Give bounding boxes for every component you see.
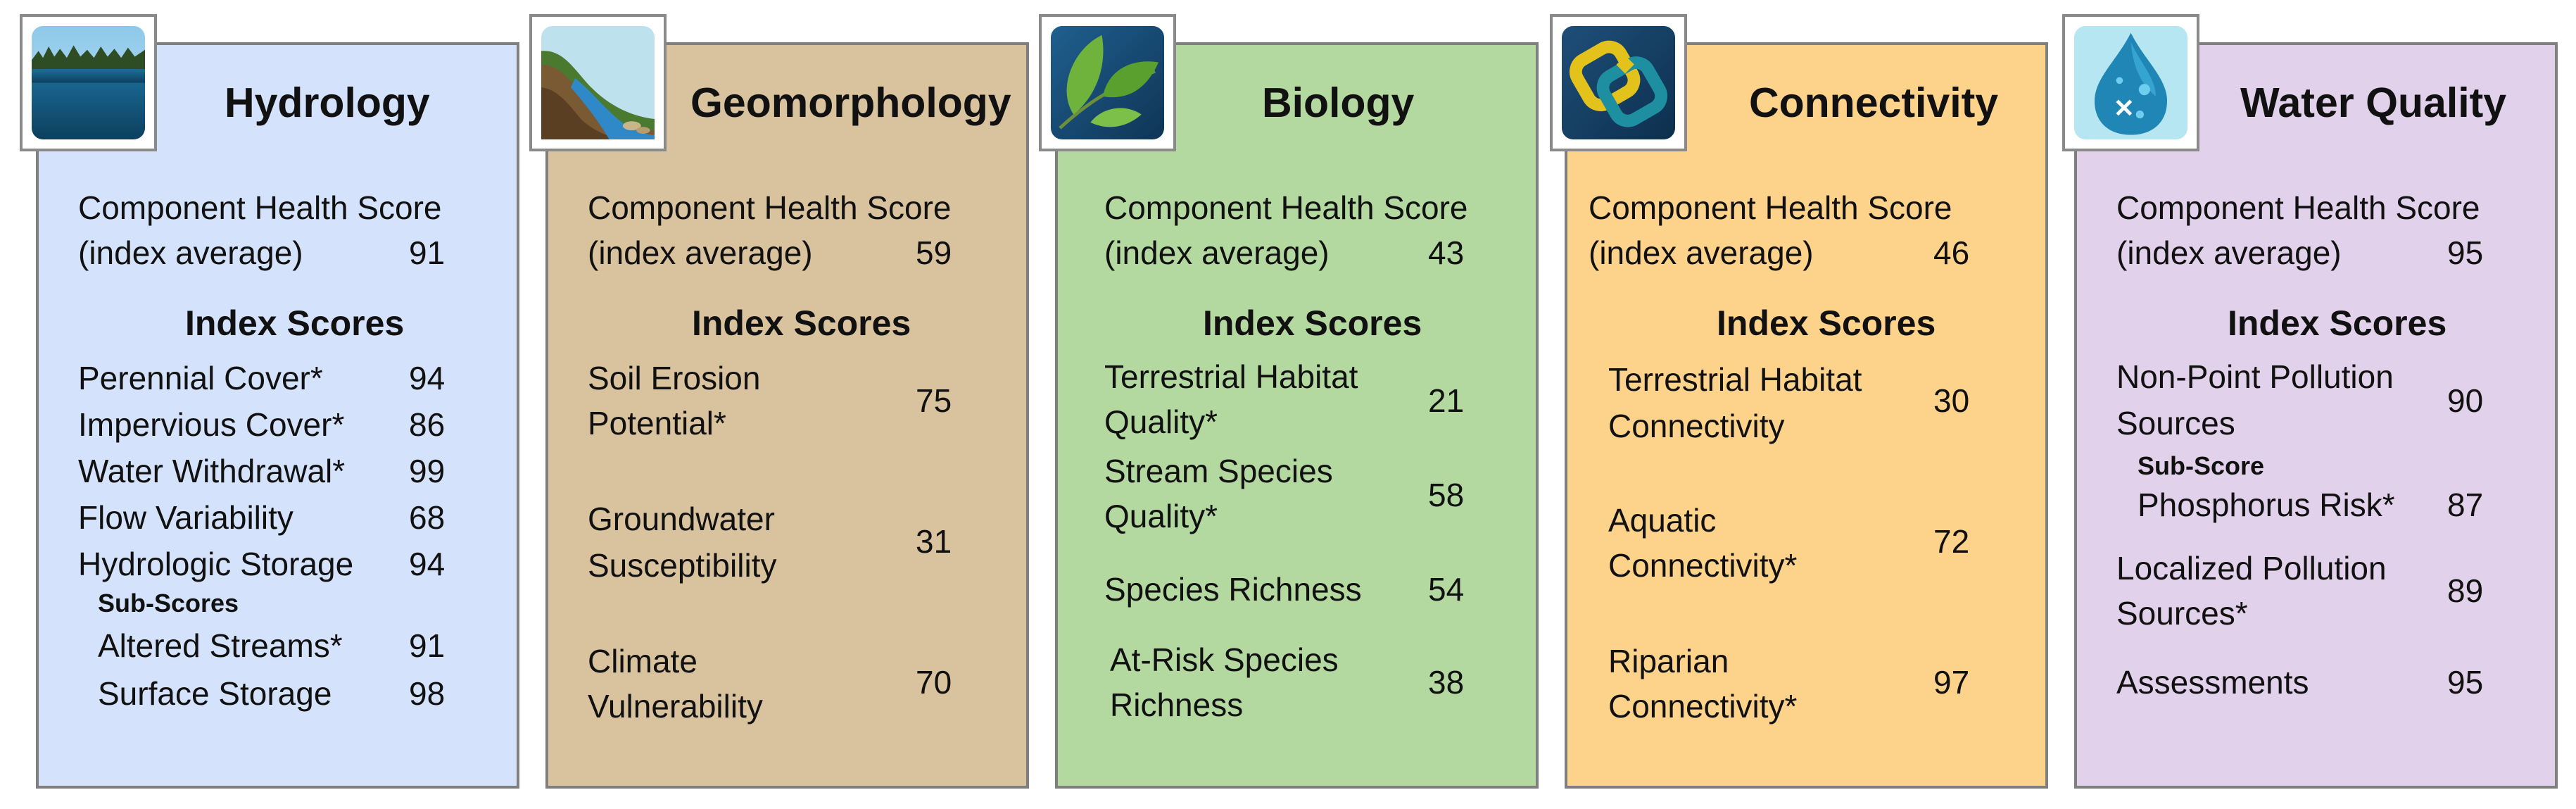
panel-title: Biology — [1262, 80, 1415, 126]
index-scores-heading: Index Scores — [1717, 303, 1936, 343]
streambank-icon — [529, 14, 667, 151]
index-value: 75 — [916, 382, 952, 419]
index-label: Climate — [588, 643, 697, 679]
sub-index-value: 87 — [2447, 487, 2484, 523]
index-label: Localized Pollution — [2116, 550, 2387, 587]
index-average-label: (index average) — [588, 234, 813, 271]
leaf-icon — [1039, 14, 1176, 151]
water-quality-panel: Water Quality Component Health Score (in… — [2074, 42, 2558, 789]
index-scores-heading: Index Scores — [2228, 303, 2447, 343]
component-health-label: Component Health Score — [1589, 189, 1952, 226]
chain-links-icon — [1550, 14, 1687, 151]
sub-score-heading: Sub-Score — [2138, 451, 2265, 480]
geomorphology-panel: Geomorphology Component Health Score (in… — [545, 42, 1029, 789]
component-health-label: Component Health Score — [78, 189, 442, 226]
water-drop-icon — [2062, 14, 2199, 151]
index-value: 30 — [1933, 382, 1970, 419]
index-label: Terrestrial Habitat — [1608, 361, 1862, 398]
index-value: 99 — [409, 453, 446, 489]
component-score: 95 — [2447, 234, 2484, 271]
panel-title: Geomorphology — [690, 80, 1011, 126]
index-label: Quality* — [1104, 498, 1218, 534]
hydrology-panel: Hydrology Component Health Score (index … — [36, 42, 519, 789]
index-value: 21 — [1428, 382, 1465, 419]
index-value: 86 — [409, 406, 446, 443]
index-value: 95 — [2447, 664, 2484, 701]
index-average-label: (index average) — [78, 234, 303, 271]
index-label: At-Risk Species — [1110, 641, 1339, 678]
index-label: Riparian — [1608, 643, 1729, 679]
index-label: Potential* — [588, 405, 726, 441]
index-value: 94 — [409, 360, 446, 396]
index-scores-heading: Index Scores — [185, 303, 405, 343]
index-label: Aquatic — [1608, 502, 1717, 539]
component-health-label: Component Health Score — [588, 189, 952, 226]
index-label: Sources* — [2116, 595, 2248, 632]
index-label: Non-Point Pollution — [2116, 358, 2394, 395]
component-score: 43 — [1428, 234, 1465, 271]
index-value: 31 — [916, 523, 952, 560]
index-label: Quality* — [1104, 403, 1218, 440]
index-label: Stream Species — [1104, 453, 1333, 489]
sub-index-label: Surface Storage — [98, 675, 332, 712]
lake-forest-icon — [20, 14, 157, 151]
index-label: Flow Variability — [78, 499, 293, 536]
index-value: 97 — [1933, 664, 1970, 701]
sub-index-value: 98 — [409, 675, 446, 712]
component-health-label: Component Health Score — [2116, 189, 2480, 226]
component-health-label: Component Health Score — [1104, 189, 1468, 226]
index-label: Perennial Cover* — [78, 360, 323, 396]
index-label: Connectivity* — [1608, 688, 1798, 725]
index-label: Richness — [1110, 686, 1244, 723]
index-scores-heading: Index Scores — [1203, 303, 1422, 343]
sub-index-label: Altered Streams* — [98, 627, 343, 664]
sub-scores-heading: Sub-Scores — [98, 589, 239, 617]
panel-title: Connectivity — [1749, 80, 1999, 126]
panel-title: Water Quality — [2240, 80, 2507, 126]
index-value: 68 — [409, 499, 446, 536]
index-label: Groundwater — [588, 501, 775, 537]
index-average-label: (index average) — [1104, 234, 1330, 271]
index-label: Susceptibility — [588, 547, 777, 584]
index-average-label: (index average) — [1589, 234, 1814, 271]
index-label: Connectivity — [1608, 408, 1785, 444]
component-score: 46 — [1933, 234, 1970, 271]
index-label: Assessments — [2116, 664, 2309, 701]
index-label: Terrestrial Habitat — [1104, 358, 1358, 395]
index-label: Connectivity* — [1608, 547, 1798, 584]
index-value: 58 — [1428, 477, 1465, 513]
index-scores-heading: Index Scores — [692, 303, 911, 343]
biology-panel: Biology Component Health Score (index av… — [1055, 42, 1539, 789]
index-value: 89 — [2447, 572, 2484, 609]
component-score: 91 — [409, 234, 446, 271]
index-label: Impervious Cover* — [78, 406, 345, 443]
panel-title: Hydrology — [225, 80, 430, 126]
index-label: Vulnerability — [588, 688, 763, 725]
index-label: Water Withdrawal* — [78, 453, 346, 489]
index-label: Species Richness — [1104, 571, 1362, 608]
index-value: 38 — [1428, 664, 1465, 701]
index-value: 90 — [2447, 382, 2484, 419]
index-value: 94 — [409, 546, 446, 582]
sub-index-label: Phosphorus Risk* — [2138, 487, 2395, 523]
index-value: 70 — [916, 664, 952, 701]
sub-index-value: 91 — [409, 627, 446, 664]
component-score: 59 — [916, 234, 952, 271]
index-label: Soil Erosion — [588, 360, 761, 396]
index-average-label: (index average) — [2116, 234, 2342, 271]
index-value: 54 — [1428, 571, 1465, 608]
connectivity-panel: Connectivity Component Health Score (ind… — [1565, 42, 2048, 789]
index-value: 72 — [1933, 523, 1970, 560]
index-label: Hydrologic Storage — [78, 546, 354, 582]
index-label: Sources — [2116, 405, 2235, 441]
